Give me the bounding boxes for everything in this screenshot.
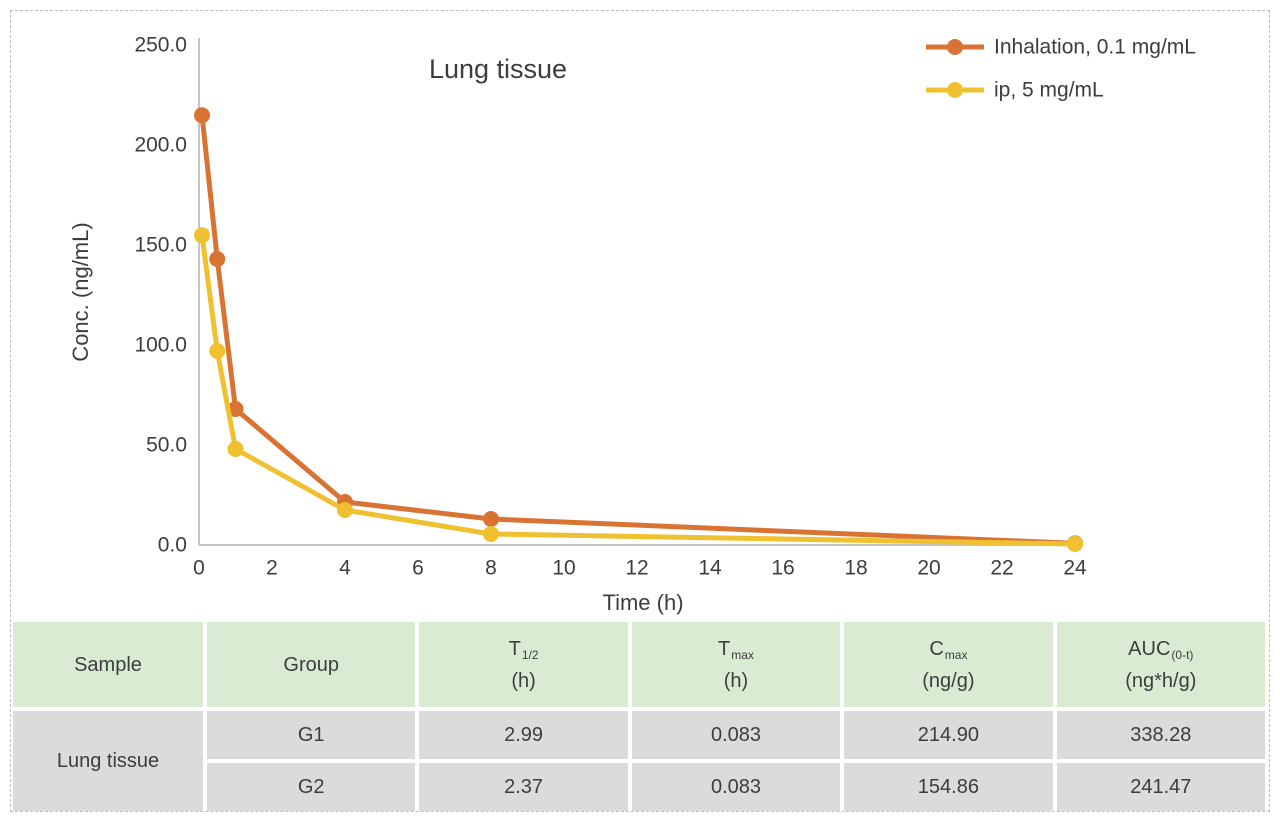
table-cell-sample: Lung tissue	[13, 711, 203, 811]
header-label: C	[929, 637, 944, 660]
table-header-sample: Sample	[13, 622, 203, 707]
x-tick-label: 16	[771, 556, 794, 579]
legend-label: ip, 5 mg/mL	[994, 79, 1104, 102]
y-axis-title: Conc. (ng/mL)	[68, 222, 93, 361]
x-axis-title: Time (h)	[602, 590, 683, 615]
data-point	[227, 401, 244, 417]
data-point	[1067, 536, 1083, 552]
table-header-auc: AUC (0-t) (ng*h/g)	[1056, 622, 1265, 707]
header-label: T	[508, 637, 521, 660]
series-line-0	[199, 112, 1078, 546]
x-tick-label: 10	[552, 556, 575, 579]
x-tick-label: 22	[990, 556, 1013, 579]
table-cell-cmax-g2: 154.86	[844, 763, 1053, 811]
table-cell-thalf-g2: 2.37	[419, 763, 628, 811]
header-unit: (ng/g)	[922, 669, 975, 692]
header-unit: (h)	[511, 669, 536, 692]
data-point	[483, 511, 499, 527]
chart-title: Lung tissue	[429, 54, 567, 84]
x-tick-label: 2	[266, 556, 278, 579]
x-tick-label: 6	[412, 556, 424, 579]
x-tick-label: 4	[339, 556, 351, 579]
x-tick-label: 12	[625, 556, 648, 579]
y-tick-label: 150.0	[134, 234, 187, 257]
x-tick-label: 8	[485, 556, 497, 579]
table-cell-group-g2: G2	[207, 763, 416, 811]
pk-line-chart: 0.0 50.0 100.0 150.0 200.0 250.0 0 2 4 6 8 10 12 14 16…	[68, 34, 1196, 616]
data-point	[483, 526, 499, 542]
y-tick-label: 200.0	[134, 134, 187, 157]
header-subscript: max	[731, 647, 754, 662]
table-cell-group-g1: G1	[207, 711, 416, 759]
table-cell-auc-g1: 338.28	[1056, 711, 1265, 759]
table-cell-tmax-g2: 0.083	[631, 763, 841, 811]
legend-swatch-marker	[947, 39, 963, 55]
data-point	[194, 107, 211, 124]
table-header-t-half: T 1/2 (h)	[419, 622, 628, 707]
y-tick-label: 50.0	[146, 434, 187, 457]
legend-swatch-marker	[947, 82, 963, 98]
y-tick-label: 0.0	[158, 534, 187, 557]
x-tick-label: 18	[844, 556, 867, 579]
header-label: AUC	[1128, 637, 1171, 660]
y-tick-label: 100.0	[134, 334, 187, 357]
table-cell-cmax-g1: 214.90	[844, 711, 1053, 759]
header-label: T	[718, 637, 731, 660]
header-subscript: 1/2	[521, 647, 539, 662]
header-label: Group	[283, 653, 339, 676]
header-subscript: (0-t)	[1171, 647, 1194, 662]
table-cell-thalf-g1: 2.99	[419, 711, 628, 759]
x-tick-label: 0	[193, 556, 205, 579]
header-subscript: max	[944, 647, 968, 662]
data-point	[337, 502, 353, 518]
x-tick-label: 20	[917, 556, 940, 579]
series-line-1	[199, 232, 1078, 547]
header-unit: (h)	[723, 669, 749, 692]
header-unit: (ng*h/g)	[1125, 669, 1197, 692]
table-cell-tmax-g1: 0.083	[631, 711, 841, 759]
data-point	[194, 227, 211, 244]
legend-label: Inhalation, 0.1 mg/mL	[994, 36, 1196, 59]
header-label: Sample	[74, 653, 142, 676]
data-point	[209, 343, 226, 359]
data-point	[209, 251, 226, 267]
data-point	[227, 441, 244, 457]
y-tick-label: 250.0	[134, 34, 187, 57]
x-tick-label: 24	[1063, 556, 1087, 579]
table-header-group: Group	[207, 622, 416, 707]
x-tick-label: 14	[698, 556, 722, 579]
table-cell-auc-g2: 241.47	[1056, 763, 1265, 811]
